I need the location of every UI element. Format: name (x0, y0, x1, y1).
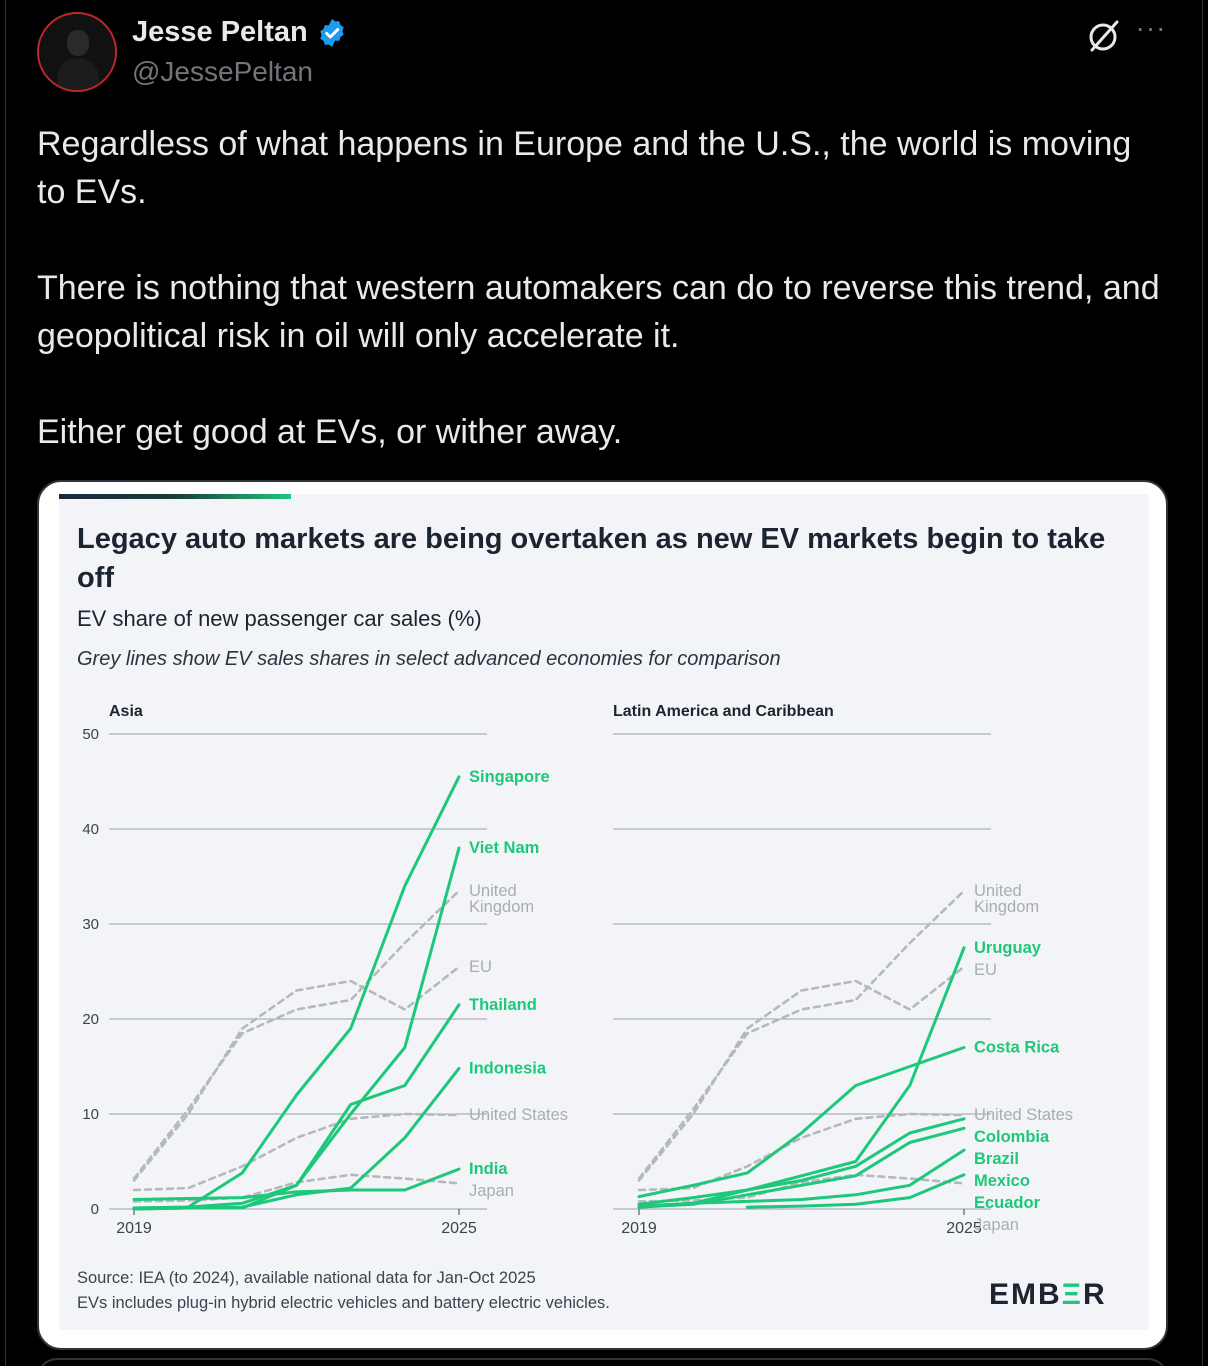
x-tick-label: 2019 (116, 1220, 152, 1237)
series-end-label: Singapore (469, 768, 550, 786)
series-line-eu (637, 965, 966, 1182)
avatar-head-shape (67, 30, 89, 56)
series-line-thailand (132, 1003, 461, 1210)
series-end-label: Japan (469, 1182, 514, 1200)
series-line-united-kingdom (132, 889, 461, 1180)
author-name-row: Jesse Peltan (132, 16, 348, 49)
x-tick-label: 2025 (441, 1220, 477, 1237)
chart-note: Grey lines show EV sales shares in selec… (77, 648, 781, 670)
chart-accent-bar (59, 494, 291, 499)
series-line-ecuador (745, 1173, 966, 1209)
timeline-border-right (1202, 0, 1203, 1366)
y-tick-label: 20 (82, 1011, 99, 1028)
series-line-viet-nam (132, 846, 461, 1211)
media-card[interactable]: Legacy auto markets are being overtaken … (37, 480, 1168, 1350)
author-display-name[interactable]: Jesse Peltan (132, 16, 308, 48)
series-end-label: United States (974, 1106, 1073, 1124)
series-line-india (132, 1167, 461, 1201)
grok-slash-icon[interactable] (1086, 18, 1122, 54)
series-line-japan (637, 1173, 966, 1203)
series-line-singapore (132, 775, 461, 1210)
series-end-label: Brazil (974, 1150, 1019, 1168)
avatar-body-shape (57, 58, 99, 90)
series-line-united-states (637, 1112, 966, 1192)
verified-badge-icon (320, 18, 344, 47)
post-paragraph: There is nothing that western automakers… (37, 269, 1160, 355)
series-end-label: Ecuador (974, 1194, 1041, 1212)
series-end-label: India (469, 1160, 508, 1178)
chart-image-background (59, 494, 1149, 1330)
avatar[interactable] (37, 12, 117, 92)
series-line-united-kingdom (637, 889, 966, 1180)
post-header: Jesse Peltan @JessePeltan ··· (37, 12, 1168, 92)
next-post-edge (37, 1358, 1168, 1366)
y-tick-label: 0 (91, 1201, 99, 1218)
chart-source: Source: IEA (to 2024), available nationa… (77, 1266, 610, 1316)
timeline-border-left (5, 0, 6, 1366)
panel-title: Latin America and Caribbean (613, 703, 834, 720)
post-text: Regardless of what happens in Europe and… (37, 120, 1167, 456)
chart-subtitle: EV share of new passenger car sales (%) (77, 606, 482, 631)
post-paragraph: Regardless of what happens in Europe and… (37, 125, 1132, 211)
series-end-label: Uruguay (974, 939, 1042, 957)
x-tick-label: 2025 (946, 1220, 982, 1237)
series-end-label: EU (974, 961, 997, 979)
ev-share-chart: Asia 0 10 20 30 40 50 2019 2025 Singapore Viet Nam… (82, 703, 1073, 1237)
series-end-label: Thailand (469, 996, 537, 1014)
series-line-costa-rica (637, 1046, 966, 1199)
y-tick-label: 10 (82, 1106, 99, 1123)
series-line-eu (132, 965, 461, 1182)
series-end-label: United Kingdom (974, 882, 1039, 916)
series-end-label: Costa Rica (974, 1039, 1060, 1057)
source-line: EVs includes plug-in hybrid electric veh… (77, 1294, 610, 1312)
y-tick-label: 50 (82, 726, 99, 743)
series-end-label: Colombia (974, 1128, 1050, 1146)
series-end-label: EU (469, 958, 492, 976)
x-tick-label: 2019 (621, 1220, 657, 1237)
series-end-label: Indonesia (469, 1059, 547, 1077)
more-dots-icon[interactable]: ··· (1135, 12, 1167, 43)
series-line-united-states (132, 1112, 461, 1192)
series-line-mexico (637, 1148, 966, 1208)
series-line-uruguay (637, 946, 966, 1206)
series-line-japan (132, 1173, 461, 1203)
series-end-label: Japan (974, 1216, 1019, 1234)
y-tick-label: 30 (82, 916, 99, 933)
series-end-label: Viet Nam (469, 839, 539, 857)
author-handle[interactable]: @JessePeltan (132, 56, 313, 87)
ember-logo: EMBΞR (989, 1278, 1107, 1311)
series-end-label: United Kingdom (469, 882, 534, 916)
y-tick-label: 40 (82, 821, 99, 838)
chart-title: Legacy auto markets are being overtaken … (77, 523, 1106, 594)
series-end-label: United States (469, 1106, 568, 1124)
source-line: Source: IEA (to 2024), available nationa… (77, 1269, 536, 1287)
series-line-indonesia (132, 1066, 461, 1211)
series-end-label: Mexico (974, 1172, 1030, 1190)
post-paragraph: Either get good at EVs, or wither away. (37, 413, 623, 451)
panel-title: Asia (109, 703, 143, 720)
